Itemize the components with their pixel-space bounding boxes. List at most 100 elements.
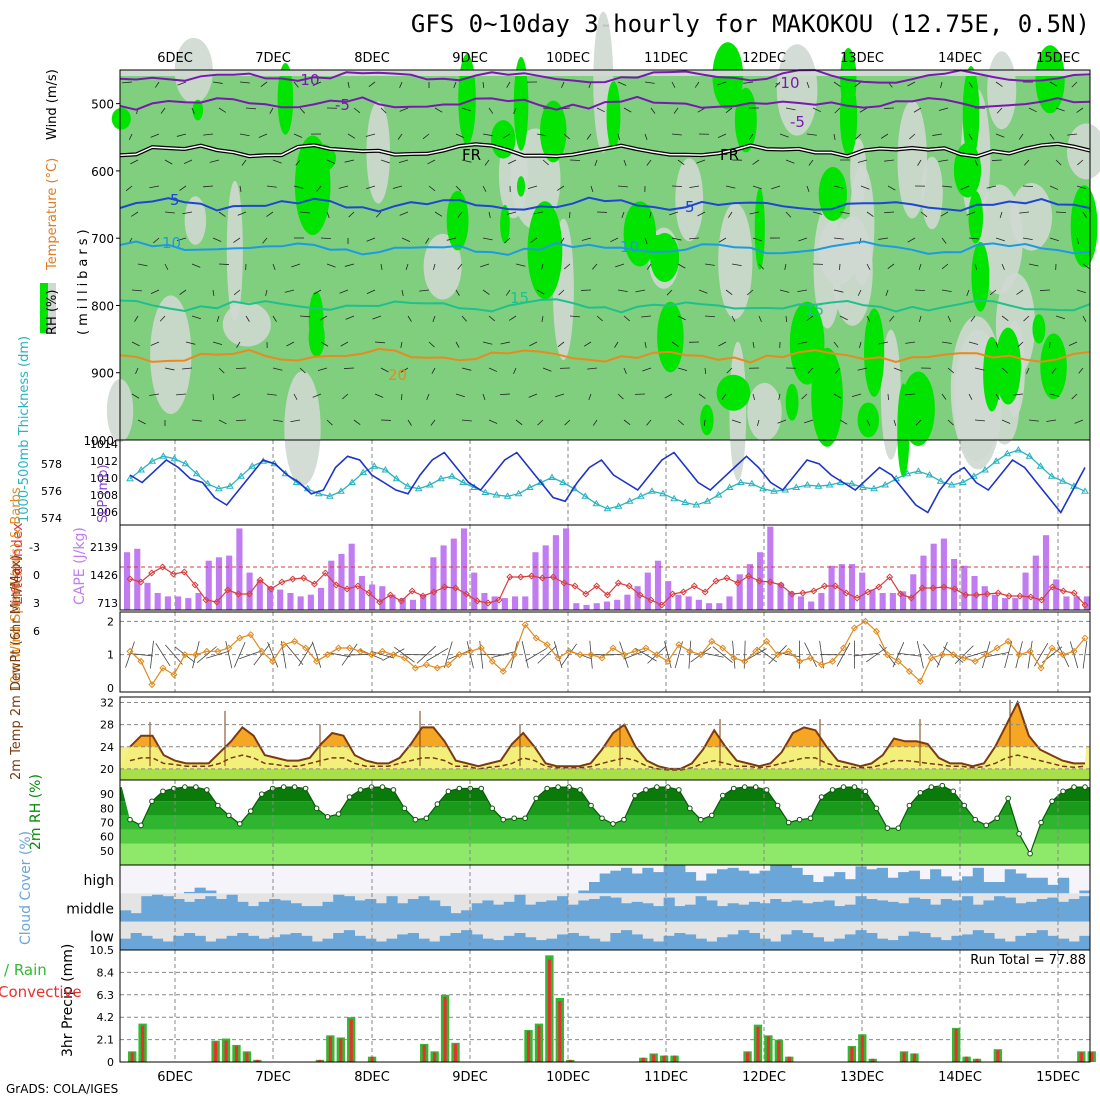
thickness-marker: [792, 483, 801, 490]
wind-barb: [673, 107, 679, 114]
cloud-bar: [1015, 873, 1027, 894]
wind-barb: [212, 237, 222, 242]
rh-marker: [939, 782, 946, 789]
cloud-bar: [1026, 933, 1038, 950]
precip-ylabel: 3hr Precip (mm): [60, 944, 76, 1057]
wind-barb: [488, 367, 498, 372]
rh-tick-label: 90: [100, 788, 114, 801]
cloud-ylabel: Cloud Cover (%): [18, 831, 34, 945]
rh-marker: [840, 784, 847, 790]
wind-barb: [426, 393, 430, 400]
rh-dry-patch: [987, 51, 1017, 130]
cloud-bar: [194, 899, 206, 922]
cloud-bar: [823, 941, 835, 950]
cloud-bar: [237, 901, 249, 922]
wind-barb: [617, 289, 628, 292]
rh-marker: [193, 784, 199, 790]
thickness-marker: [337, 487, 345, 494]
wind-barb: [236, 419, 247, 422]
cape-bar: [654, 560, 662, 610]
wind-barb: [131, 289, 142, 292]
wind-speed-marker: [444, 661, 452, 669]
wind-barb: [434, 211, 443, 217]
wind-barb: [614, 341, 619, 348]
cloud-bar: [919, 899, 931, 922]
wind-barb: [749, 133, 754, 140]
wind-barb: [1055, 211, 1066, 214]
wind-barb: [889, 315, 895, 322]
thickness-marker: [1036, 462, 1045, 469]
cape-bar: [440, 545, 447, 610]
cloud-bar: [141, 896, 153, 922]
cloud-bar: [663, 935, 675, 950]
wind-barb: [1077, 159, 1084, 166]
cloud-bar: [354, 900, 366, 922]
wind-barb: [646, 419, 652, 426]
wind-barb: [779, 133, 789, 138]
wind-barb: [344, 263, 355, 267]
cape-bar: [818, 593, 825, 610]
cape-bar: [736, 574, 743, 610]
rh-marker: [698, 816, 704, 823]
cloud-bar: [471, 903, 483, 922]
thickness-marker: [736, 478, 745, 485]
day-label-bottom: 12DEC: [742, 1070, 786, 1085]
wind-barb: [398, 159, 409, 164]
lifted-index-marker: [310, 580, 319, 588]
rh-moist-patch: [446, 190, 469, 251]
wind-barb: [480, 263, 490, 268]
lifted-index-marker: [679, 588, 688, 596]
thickness-marker: [825, 481, 834, 488]
pressure-tick-label: 700: [91, 232, 114, 246]
wind-barb: [344, 367, 355, 369]
cloud-bar: [279, 934, 292, 950]
day-label-bottom: 15DEC: [1036, 1070, 1080, 1085]
wind-barb: [455, 133, 465, 139]
cloud-bar: [802, 903, 814, 922]
precip-conv-bar: [370, 1056, 374, 1062]
wind-tick-label: 0: [107, 682, 114, 695]
wind-barb: [313, 289, 322, 295]
wind-speed-marker: [181, 651, 189, 659]
cape-bar: [358, 576, 365, 610]
thickness-marker: [747, 479, 756, 487]
wind-speed-marker: [620, 651, 628, 659]
wind-barb-10m: [1034, 642, 1049, 667]
lifted-index-marker: [452, 584, 460, 592]
wind-barb: [344, 159, 355, 163]
wind-speed-marker: [642, 644, 650, 652]
cloud-bar: [663, 865, 675, 894]
wind-barb: [992, 159, 1003, 161]
wind-barb: [893, 419, 897, 427]
wind-barb: [731, 263, 742, 267]
cloud-bar: [482, 900, 494, 922]
cloud-bar: [844, 934, 856, 950]
wind-barb: [530, 237, 538, 243]
wind-barb: [154, 81, 160, 88]
wind-barb: [666, 289, 673, 296]
cloud-bar: [397, 903, 409, 922]
wind-barb: [919, 315, 922, 323]
rh-marker: [1071, 784, 1077, 790]
wind-speed-marker: [1070, 647, 1078, 655]
wind-barb: [488, 419, 498, 424]
wind-barb: [834, 107, 841, 114]
lifted-index-marker: [278, 578, 286, 586]
thickness-marker: [148, 457, 157, 464]
rh-marker: [478, 785, 485, 792]
lifted-index-marker: [137, 578, 145, 586]
cloud-bar: [461, 930, 473, 950]
wind-barb: [617, 81, 627, 86]
cloud-bar: [130, 913, 142, 922]
wind-barb: [399, 107, 409, 112]
wind-barb: [1055, 315, 1065, 320]
cloud-bar: [738, 904, 750, 922]
wind-barb: [731, 419, 741, 424]
lifted-index-marker: [332, 581, 340, 589]
wind-speed-marker: [1037, 664, 1045, 672]
thickness-marker: [759, 484, 767, 492]
day-label-bottom: 7DEC: [255, 1070, 291, 1085]
cloud-bar: [706, 900, 718, 922]
cloud-bar: [525, 937, 537, 950]
wind-barb: [502, 133, 511, 139]
